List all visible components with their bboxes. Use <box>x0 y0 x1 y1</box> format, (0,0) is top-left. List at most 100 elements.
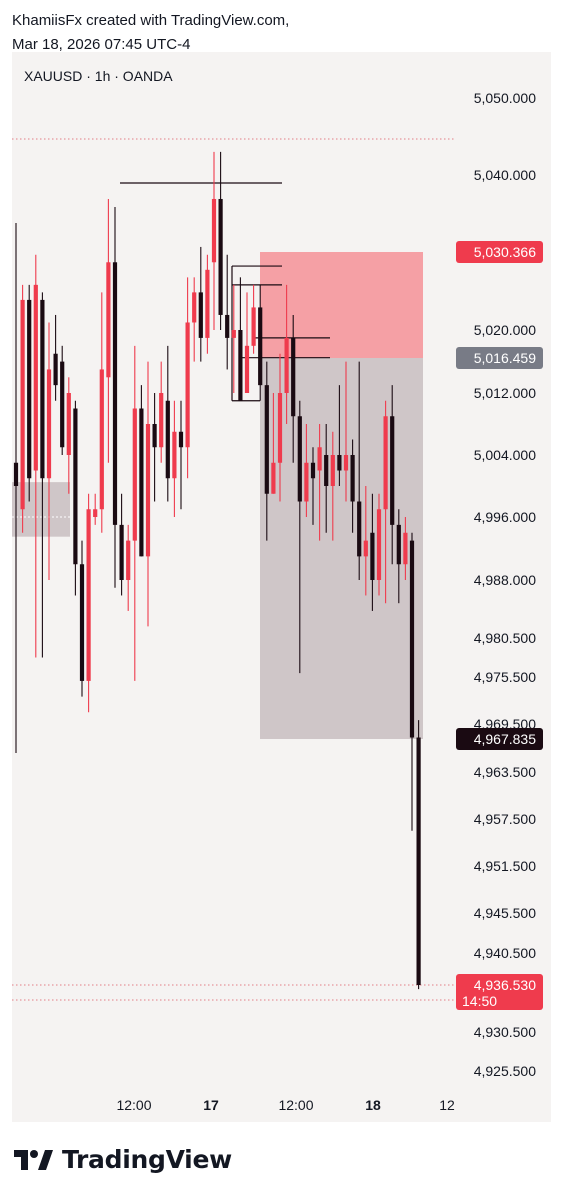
candle-body <box>106 262 111 378</box>
candle-59 <box>396 509 401 604</box>
candle-19 <box>132 345 137 681</box>
candle-body <box>291 337 296 417</box>
candle-body <box>363 540 368 557</box>
candle-body <box>225 314 230 338</box>
candle-body <box>119 524 124 580</box>
candle-body <box>46 369 52 479</box>
candle-body <box>27 299 32 479</box>
price-tag-label: 5,016.459 <box>474 350 536 366</box>
candle-body <box>271 462 276 494</box>
price-tick-label: 5,050.000 <box>474 90 536 106</box>
candle-body <box>66 393 71 455</box>
candle-31 <box>211 151 217 330</box>
candle-body <box>73 408 78 565</box>
candle-body <box>350 455 355 502</box>
price-tick-label: 5,012.000 <box>474 385 536 401</box>
candle-body <box>403 532 408 565</box>
candle-body <box>126 540 131 580</box>
candle-body <box>310 462 316 479</box>
timestamp-line: Mar 18, 2026 07:45 UTC-4 <box>12 36 191 53</box>
candle-5 <box>40 292 45 658</box>
time-tick-label: 12 <box>439 1097 455 1113</box>
candle-52 <box>350 439 355 533</box>
candle-body <box>99 369 104 510</box>
candle-21 <box>145 361 151 627</box>
candle-28 <box>192 277 197 362</box>
candle-15 <box>106 198 111 463</box>
candle-6 <box>46 322 52 580</box>
price-tick-label: 4,975.500 <box>474 669 536 685</box>
candle-body <box>152 424 157 448</box>
candle-41 <box>277 353 283 502</box>
price-tags-layer: 5,030.366 5,016.459 4,967.835 4,936.53014:5… <box>456 241 543 1010</box>
candle-20 <box>139 385 144 557</box>
candle-body <box>40 299 45 479</box>
candle-35 <box>238 277 243 401</box>
candle-44 <box>297 400 302 674</box>
candle-27 <box>185 277 190 479</box>
candle-body <box>277 393 283 463</box>
candle-body <box>198 292 203 338</box>
candle-body <box>409 540 415 738</box>
candle-body <box>33 284 38 471</box>
candle-body <box>231 330 236 338</box>
candle-62 <box>416 720 421 990</box>
price-tag-2: 5,016.459 <box>456 347 543 369</box>
price-tick-label: 4,980.500 <box>474 630 536 646</box>
candle-56 <box>376 493 382 596</box>
price-tag-bg <box>456 974 543 1010</box>
candle-body <box>258 307 263 386</box>
candle-34 <box>231 284 236 393</box>
candle-60 <box>403 517 408 580</box>
candle-42 <box>284 284 289 424</box>
tradingview-logo[interactable]: TradingView <box>14 1145 232 1174</box>
price-tag-bg <box>456 347 543 369</box>
price-tick-label: 4,945.500 <box>474 905 536 921</box>
candle-body <box>396 524 401 565</box>
candle-body <box>93 509 98 517</box>
price-tick-label: 4,951.500 <box>474 858 536 874</box>
candle-body <box>112 262 118 525</box>
candle-body <box>357 501 362 557</box>
candle-body <box>264 385 269 494</box>
candle-body <box>53 353 58 386</box>
candle-body <box>324 455 329 486</box>
candle-8 <box>60 345 65 455</box>
price-tick-label: 4,925.500 <box>474 1063 536 1079</box>
price-tick-label: 4,957.500 <box>474 811 536 827</box>
candle-body <box>145 424 151 557</box>
candle-body <box>218 198 223 315</box>
zones-layer <box>12 252 423 739</box>
candle-body <box>390 416 395 525</box>
price-tag-1: 5,030.366 <box>456 241 543 263</box>
candle-47 <box>317 424 322 541</box>
candle-body <box>376 509 382 580</box>
candle-36 <box>244 292 250 393</box>
author-line: KhamiisFx created with TradingView.com, <box>12 12 290 29</box>
candle-body <box>13 462 19 486</box>
candle-23 <box>159 361 164 463</box>
price-tick-label: 5,004.000 <box>474 447 536 463</box>
candle-48 <box>324 424 329 533</box>
price-tag-countdown: 14:50 <box>462 993 497 1009</box>
candle-54 <box>363 486 368 596</box>
candle-body <box>370 532 375 580</box>
candle-body <box>60 361 65 448</box>
tradingview-logo-icon <box>14 1149 53 1170</box>
candle-55 <box>370 493 375 611</box>
time-tick-label: 12:00 <box>278 1097 313 1113</box>
candle-32 <box>218 151 223 330</box>
candle-45 <box>304 424 309 517</box>
candle-body <box>297 416 302 502</box>
candle-body <box>337 455 342 471</box>
candle-14 <box>99 292 104 533</box>
symbol-info: XAUUSD · 1h · OANDA <box>24 68 173 84</box>
candles-layer <box>13 151 421 990</box>
time-axis: 12:00 17 12:00 18 12 <box>116 1097 455 1113</box>
candle-39 <box>264 361 269 541</box>
candle-body <box>238 330 243 401</box>
tradingview-wordmark: TradingView <box>62 1145 232 1174</box>
candle-body <box>185 322 190 448</box>
